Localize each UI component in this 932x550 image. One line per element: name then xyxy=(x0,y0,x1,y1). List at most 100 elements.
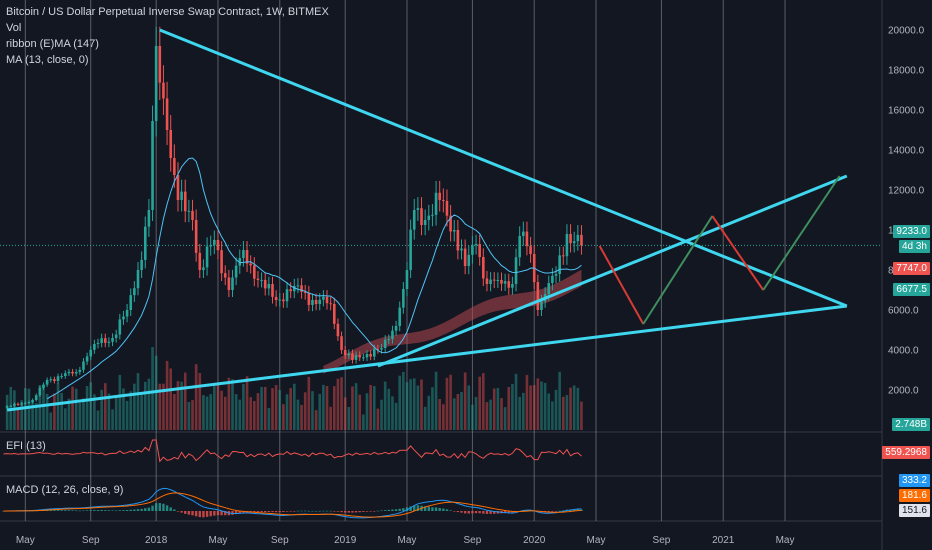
macd-histogram-bar xyxy=(256,511,260,513)
volume-bar xyxy=(325,385,329,430)
candle-body xyxy=(500,280,503,284)
candle-body xyxy=(489,279,492,284)
volume-bar xyxy=(347,406,351,430)
candle-body xyxy=(394,326,398,331)
macd-histogram-bar xyxy=(158,502,162,511)
candle-body xyxy=(358,355,362,358)
macd-histogram-bar xyxy=(325,510,329,512)
x-tick-label: Sep xyxy=(271,535,289,546)
candle-body xyxy=(183,191,187,212)
macd-histogram-bar xyxy=(151,505,154,511)
volume-bar xyxy=(503,407,507,430)
candle-body xyxy=(209,244,212,247)
volume-bar xyxy=(332,386,336,430)
macd-histogram-bar xyxy=(184,511,187,514)
volume-bar xyxy=(525,375,529,430)
volume-bar xyxy=(27,388,31,430)
candle-body xyxy=(314,300,318,305)
candle-body xyxy=(525,231,529,247)
macd-histogram-bar xyxy=(180,511,183,513)
candle-body xyxy=(147,210,151,227)
macd-histogram-bar xyxy=(489,511,492,514)
macd-histogram-bar xyxy=(434,507,438,511)
volume-bar xyxy=(572,385,576,430)
candle-body xyxy=(140,259,143,270)
volume-bar xyxy=(529,385,532,430)
candle-body xyxy=(442,200,445,201)
volume-bar xyxy=(143,381,147,430)
macd-histogram-bar xyxy=(274,511,278,513)
macd-histogram-bar xyxy=(82,510,85,512)
candle-body xyxy=(460,248,463,251)
volume-bar xyxy=(456,393,460,430)
volume-bar xyxy=(492,388,496,430)
macd-histogram-bar xyxy=(209,511,212,517)
candle-body xyxy=(423,220,427,225)
x-tick-label: 2019 xyxy=(334,535,357,546)
macd-histogram-bar xyxy=(300,510,303,512)
volume-bar xyxy=(540,381,543,430)
volume-bar xyxy=(158,383,162,430)
volume-bar xyxy=(369,385,372,430)
macd-histogram-bar xyxy=(125,510,129,511)
candle-body xyxy=(478,244,481,258)
macd-histogram-bar xyxy=(205,511,209,517)
ema-ribbon xyxy=(323,269,582,374)
volume-bar xyxy=(405,382,409,430)
candle-body xyxy=(529,246,532,254)
candle-body xyxy=(391,330,394,340)
candle-body xyxy=(369,354,372,357)
volume-bar xyxy=(398,375,402,430)
volume-bar xyxy=(293,383,296,430)
candle-body xyxy=(282,299,285,302)
volume-bar xyxy=(416,385,420,430)
macd-histogram-bar xyxy=(354,511,358,513)
macd-histogram-bar xyxy=(169,507,172,511)
macd-histogram-bar xyxy=(558,510,561,512)
candle-body xyxy=(285,289,289,302)
macd-histogram-bar xyxy=(358,511,361,513)
macd-histogram-bar xyxy=(307,510,311,512)
y-tick-label: 14000.0 xyxy=(888,146,925,157)
macd-histogram-bar xyxy=(423,506,427,511)
volume-bar xyxy=(267,408,271,430)
volume-bar xyxy=(234,394,238,430)
macd-histogram-bar xyxy=(216,511,220,516)
macd-histogram-bar xyxy=(373,511,376,512)
candle-body xyxy=(296,285,300,287)
macd-histogram-bar xyxy=(340,511,343,513)
candle-body xyxy=(45,380,49,385)
volume-bar xyxy=(147,378,151,430)
y-tick-label: 18000.0 xyxy=(888,66,925,77)
volume-bar xyxy=(125,400,129,430)
macd-histogram-bar xyxy=(220,511,223,516)
candle-body xyxy=(154,46,158,122)
candle-body xyxy=(158,46,162,83)
volume-bar xyxy=(303,392,307,430)
x-tick-label: Sep xyxy=(653,535,671,546)
candle-body xyxy=(60,376,63,377)
macd-histogram-bar xyxy=(224,511,227,516)
candle-body xyxy=(9,405,13,407)
macd-histogram-bar xyxy=(67,510,71,511)
candle-body xyxy=(20,403,23,405)
candle-body xyxy=(34,395,38,400)
x-tick-label: May xyxy=(16,535,35,546)
y-tick-label: 20000.0 xyxy=(888,26,925,37)
candle-body xyxy=(187,210,191,212)
candle-body xyxy=(492,279,496,281)
macd-histogram-bar xyxy=(136,509,140,511)
macd-histogram-bar xyxy=(413,505,416,511)
candle-body xyxy=(118,319,122,335)
volume-bar xyxy=(282,404,285,430)
macd-histogram-bar xyxy=(71,510,74,511)
candle-body xyxy=(383,339,387,348)
x-tick-label: 2018 xyxy=(145,535,168,546)
candle-body xyxy=(580,234,583,246)
volume-bar xyxy=(365,393,369,430)
macd-histogram-bar xyxy=(213,511,216,516)
candle-body xyxy=(169,130,173,159)
macd-histogram-bar xyxy=(289,511,292,512)
candle-body xyxy=(496,280,500,281)
